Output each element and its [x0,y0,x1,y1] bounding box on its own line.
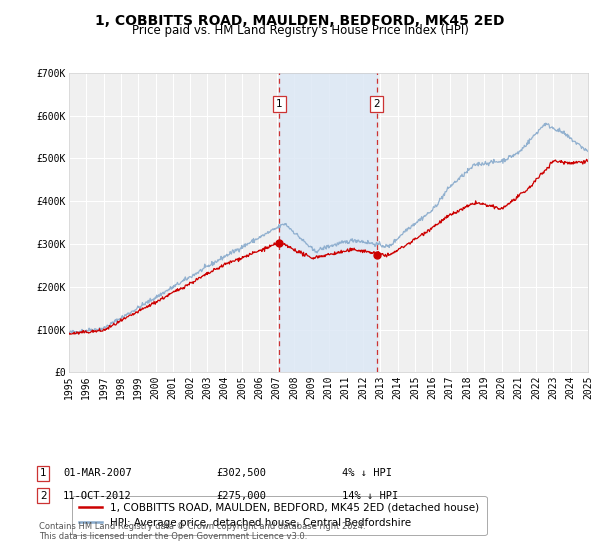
Legend: 1, COBBITTS ROAD, MAULDEN, BEDFORD, MK45 2ED (detached house), HPI: Average pric: 1, COBBITTS ROAD, MAULDEN, BEDFORD, MK45… [71,496,487,535]
Text: 2: 2 [40,491,47,501]
Text: Price paid vs. HM Land Registry's House Price Index (HPI): Price paid vs. HM Land Registry's House … [131,24,469,37]
Text: 14% ↓ HPI: 14% ↓ HPI [342,491,398,501]
Text: 01-MAR-2007: 01-MAR-2007 [63,468,132,478]
Text: 4% ↓ HPI: 4% ↓ HPI [342,468,392,478]
Text: £302,500: £302,500 [216,468,266,478]
Bar [280,73,377,372]
Text: 11-OCT-2012: 11-OCT-2012 [63,491,132,501]
Text: £275,000: £275,000 [216,491,266,501]
Text: 1, COBBITTS ROAD, MAULDEN, BEDFORD, MK45 2ED: 1, COBBITTS ROAD, MAULDEN, BEDFORD, MK45… [95,14,505,28]
Text: 1: 1 [40,468,47,478]
Text: Contains HM Land Registry data © Crown copyright and database right 2024.
This d: Contains HM Land Registry data © Crown c… [39,522,365,542]
Text: 1: 1 [276,99,283,109]
Text: 2: 2 [373,99,380,109]
